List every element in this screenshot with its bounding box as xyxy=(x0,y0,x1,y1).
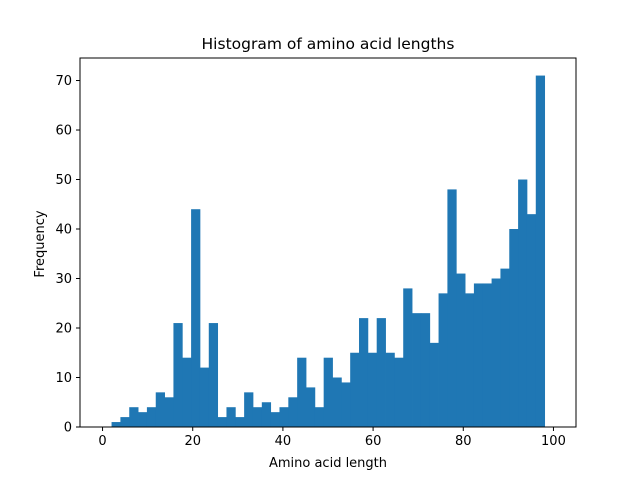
histogram-bar xyxy=(376,318,386,427)
histogram-bar xyxy=(394,357,404,427)
histogram-bar xyxy=(509,229,519,427)
y-axis-title: Frequency xyxy=(33,210,48,277)
histogram-bar xyxy=(526,214,537,427)
histogram-bar xyxy=(350,352,360,427)
histogram-bar xyxy=(412,313,422,427)
y-tick-label: 30 xyxy=(55,272,72,287)
histogram-bar xyxy=(235,417,245,427)
histogram-bar xyxy=(146,407,157,427)
plot-frame xyxy=(79,57,577,428)
y-tick-label: 0 xyxy=(64,421,72,436)
histogram-bar xyxy=(341,382,351,427)
y-tick-label: 50 xyxy=(55,173,72,188)
histogram-bar xyxy=(208,323,219,427)
histogram-bar xyxy=(473,283,484,427)
histogram-bar xyxy=(518,179,528,427)
x-tick-label: 60 xyxy=(365,434,382,449)
histogram-bar xyxy=(482,283,492,427)
x-tick-label: 20 xyxy=(184,434,201,449)
histogram-bar xyxy=(332,377,342,427)
x-tick-label: 0 xyxy=(98,434,106,449)
histogram-bar xyxy=(173,323,183,427)
histogram-bar xyxy=(191,209,201,427)
x-tick-label: 40 xyxy=(275,434,292,449)
histogram-bar xyxy=(447,189,457,427)
histogram-bar xyxy=(456,273,466,427)
histogram-bar xyxy=(288,397,298,427)
histogram-bar xyxy=(465,293,475,427)
histogram-bar xyxy=(252,407,263,427)
histogram-bar xyxy=(306,387,316,427)
histogram-bar xyxy=(155,392,165,427)
histogram-bar xyxy=(129,407,139,427)
histogram-bar xyxy=(367,352,378,427)
y-tick-label: 70 xyxy=(55,74,72,89)
histogram-bar xyxy=(429,342,439,427)
histogram-bar xyxy=(535,75,546,427)
y-tick-label: 10 xyxy=(55,371,72,386)
histogram-bar xyxy=(270,412,280,427)
histogram-bar xyxy=(199,367,210,427)
x-tick-label: 80 xyxy=(455,434,472,449)
histogram-bar xyxy=(403,288,413,427)
x-tick-label: 100 xyxy=(541,434,566,449)
histogram-bar xyxy=(217,417,227,427)
x-axis-title: Amino acid length xyxy=(269,456,387,471)
chart-title: Histogram of amino acid lengths xyxy=(202,35,455,53)
histogram-bar xyxy=(226,407,236,427)
histogram-bar xyxy=(244,392,254,427)
histogram-bar xyxy=(438,293,448,427)
histogram-bar xyxy=(359,318,369,427)
histogram-bar xyxy=(323,357,333,427)
histogram-bar xyxy=(297,357,307,427)
ticks-layer: 0 20 40 60 80 100 0 10 20 30 40 50 60 70 xyxy=(55,74,565,449)
histogram-bar xyxy=(491,278,501,427)
y-tick-label: 60 xyxy=(55,124,72,139)
bars-layer xyxy=(111,75,546,427)
histogram-bar xyxy=(314,407,325,427)
histogram-bar xyxy=(182,357,192,427)
histogram-bar xyxy=(111,422,121,427)
histogram-bar xyxy=(420,313,431,427)
histogram-bar xyxy=(385,352,395,427)
y-tick-label: 40 xyxy=(55,223,72,238)
y-tick-label: 20 xyxy=(55,322,72,337)
histogram-bar xyxy=(261,402,272,427)
histogram-bar xyxy=(500,268,510,427)
histogram-bar xyxy=(279,407,289,427)
histogram-bar xyxy=(120,417,130,427)
histogram-bar xyxy=(164,397,174,427)
histogram-bar xyxy=(138,412,148,427)
